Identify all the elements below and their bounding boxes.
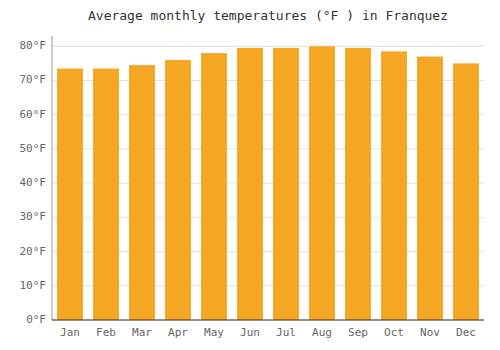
x-tick-label: Jun <box>240 326 260 339</box>
y-tick-label: 20°F <box>20 245 47 258</box>
y-tick-label: 30°F <box>20 210 47 223</box>
bar <box>381 51 407 320</box>
y-tick-label: 40°F <box>20 176 47 189</box>
bar <box>273 48 299 320</box>
x-tick-label: Nov <box>420 326 440 339</box>
bar <box>93 69 119 320</box>
bar <box>453 63 479 320</box>
y-tick-label: 60°F <box>20 108 47 121</box>
y-tick-label: 70°F <box>20 73 47 86</box>
bar <box>201 53 227 320</box>
x-ticks: Jan Feb Mar Apr May Jun Jul Aug Sep Oct Nov Dec <box>60 326 476 339</box>
y-tick-label: 0°F <box>26 313 46 326</box>
x-axis-line <box>52 320 484 321</box>
x-tick-label: Feb <box>96 326 116 339</box>
grid-line <box>52 320 484 321</box>
bar <box>129 65 155 320</box>
bar <box>345 48 371 320</box>
bars <box>57 46 479 320</box>
chart-title: Average monthly temperatures (°F ) in Fr… <box>88 8 448 23</box>
x-tick-label: Jul <box>276 326 296 339</box>
x-tick-label: May <box>204 326 224 339</box>
y-tick-label: 10°F <box>20 279 47 292</box>
bar <box>309 46 335 320</box>
bar <box>237 48 263 320</box>
bar <box>417 57 443 320</box>
x-tick-label: Oct <box>384 326 404 339</box>
bar <box>165 60 191 320</box>
chart-container: 0°F 10°F 20°F 30°F 40°F 50°F 60°F 70°F 80°F Jan Fe… <box>0 0 500 350</box>
x-tick-label: Dec <box>456 326 476 339</box>
chart-svg: 0°F 10°F 20°F 30°F 40°F 50°F 60°F 70°F 80°F Jan Fe… <box>0 0 500 350</box>
y-ticks: 0°F 10°F 20°F 30°F 40°F 50°F 60°F 70°F 80°F <box>20 39 47 326</box>
y-tick-label: 50°F <box>20 142 47 155</box>
y-tick-label: 80°F <box>20 39 47 52</box>
y-grid <box>52 46 484 320</box>
x-tick-label: Mar <box>132 326 152 339</box>
x-tick-label: Jan <box>60 326 80 339</box>
x-tick-label: Apr <box>168 326 188 339</box>
grid-line <box>52 46 484 47</box>
y-axis-line <box>52 36 53 320</box>
bar <box>57 69 83 320</box>
x-tick-label: Sep <box>348 326 368 339</box>
x-tick-label: Aug <box>312 326 332 339</box>
